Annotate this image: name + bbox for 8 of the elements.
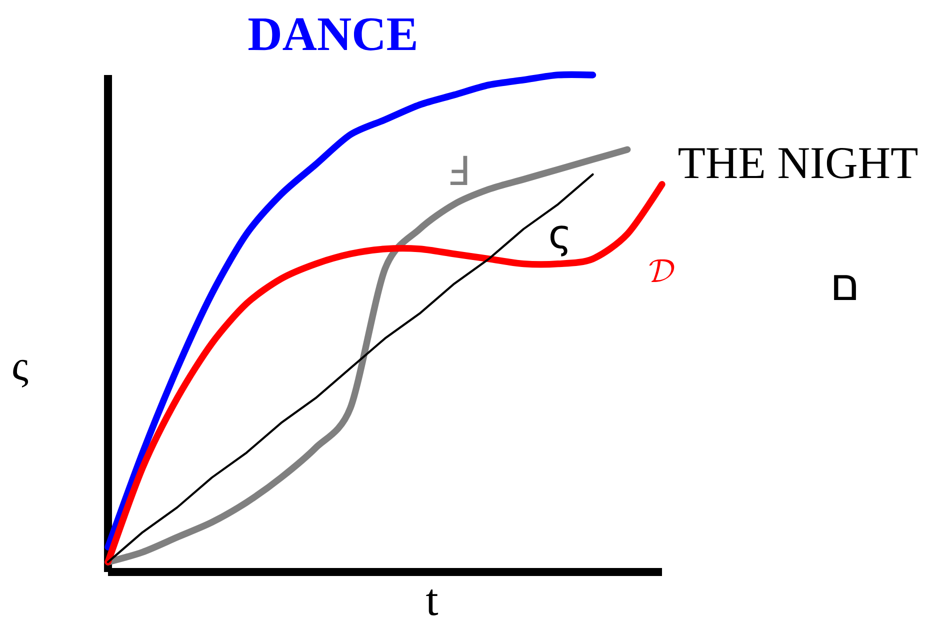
chart-title: DANCE	[248, 18, 416, 50]
x-axis-title: t	[426, 589, 438, 616]
series-label: ς	[550, 226, 568, 256]
text: THE NIGHT	[678, 148, 918, 178]
text: $\mathcal{D}$	[649, 259, 674, 282]
text: ם	[834, 275, 856, 300]
y-axis-title: ς	[13, 360, 28, 388]
series-label: Ⅎ	[450, 156, 468, 185]
